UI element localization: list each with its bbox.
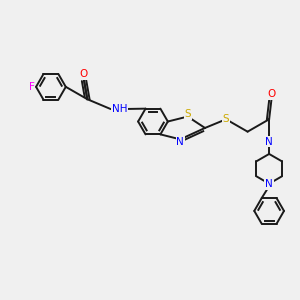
Text: NH: NH bbox=[112, 104, 128, 114]
Text: F: F bbox=[29, 82, 34, 92]
Text: N: N bbox=[265, 179, 273, 189]
Text: S: S bbox=[223, 114, 230, 124]
Text: O: O bbox=[80, 69, 88, 79]
Text: N: N bbox=[176, 137, 184, 147]
Text: N: N bbox=[265, 136, 273, 147]
Text: O: O bbox=[268, 89, 276, 99]
Text: S: S bbox=[184, 109, 191, 119]
